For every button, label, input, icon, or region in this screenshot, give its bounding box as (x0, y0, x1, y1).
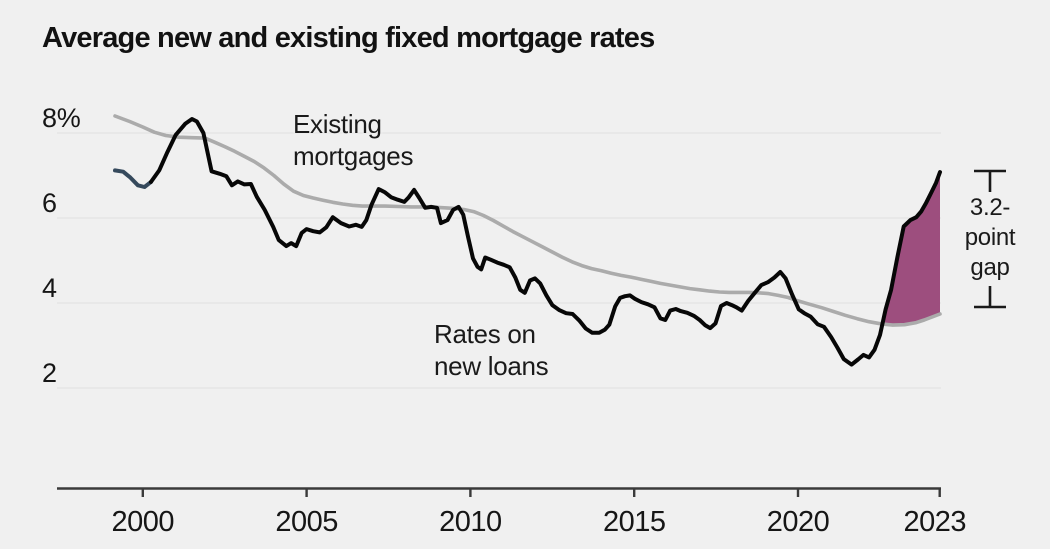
new-loans-label-line2: new loans (434, 351, 549, 381)
existing-mortgages-label-line2: mortgages (293, 141, 414, 171)
gap-label-line1: 3.2- (969, 194, 1011, 221)
x-axis-tick-label-2000: 2000 (112, 506, 175, 538)
gap-bottom-cap-icon (974, 286, 1006, 309)
new-loans-label-line1: Rates on (434, 319, 536, 349)
new-loans-label: Rates on new loans (434, 318, 549, 382)
x-axis-tick-label-2005: 2005 (275, 506, 338, 538)
gap-top-cap-icon (974, 169, 1006, 192)
gap-area (881, 172, 940, 326)
chart-title: Average new and existing fixed mortgage … (42, 22, 655, 54)
existing-line (113, 114, 942, 327)
x-axis-tick-label-2015: 2015 (603, 506, 666, 538)
gap-label-line2: point (964, 224, 1016, 251)
x-axis-tick-label-2010: 2010 (439, 506, 502, 538)
x-axis-tick-label-2023: 2023 (903, 506, 966, 538)
existing-mortgages-label-line1: Existing (293, 109, 382, 139)
y-axis-tick-label-2: 2 (42, 358, 57, 388)
y-axis-tick-label-8: 8% (42, 103, 81, 133)
gap-label: 3.2- point gap (965, 193, 1016, 283)
y-axis-tick-label-4: 4 (42, 273, 57, 303)
x-axis-tick-label-2020: 2020 (767, 506, 830, 538)
new-loans-line (149, 117, 942, 367)
y-axis-tick-label-6: 6 (42, 188, 57, 218)
gap-label-line3: gap (970, 254, 1010, 281)
existing-mortgages-label: Existing mortgages (293, 108, 413, 172)
gap-annotation: 3.2- point gap (956, 167, 1024, 311)
new-loans-early-line (113, 168, 153, 189)
